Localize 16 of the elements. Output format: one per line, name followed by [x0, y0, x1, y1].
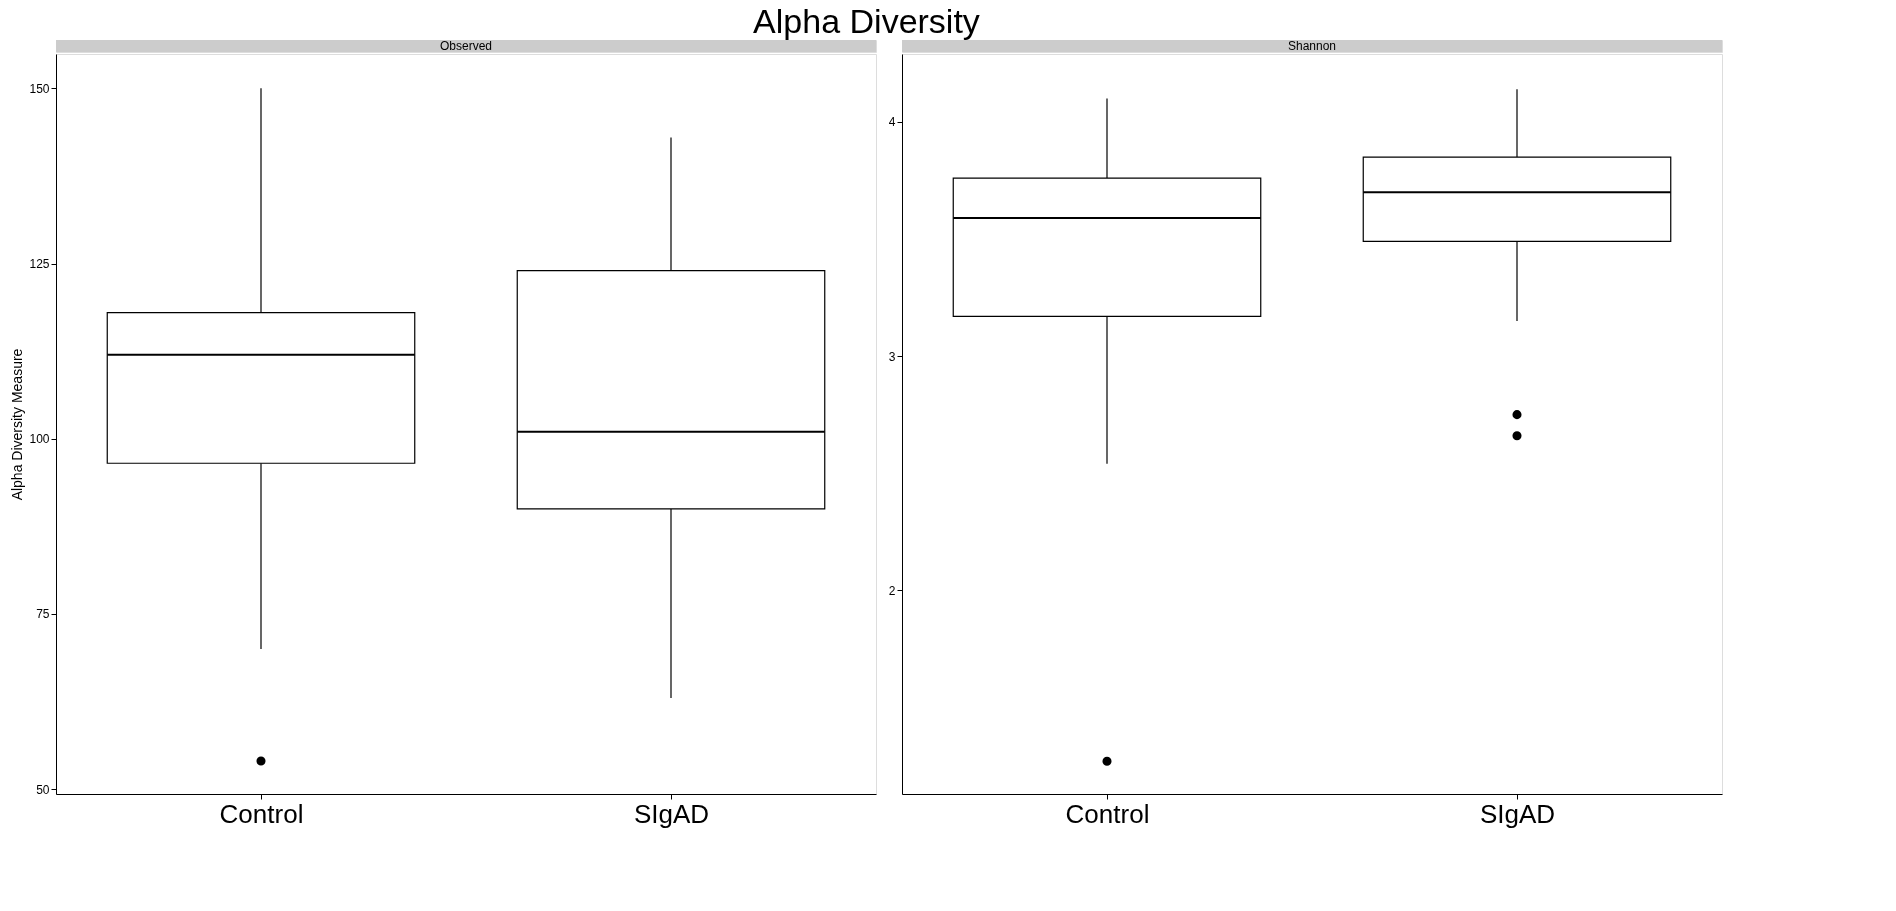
y-tick-label: 150	[29, 81, 50, 96]
x-tick-label: SIgAD	[1479, 798, 1556, 829]
chart-title: Alpha Diversity	[753, 1, 980, 40]
x-tick-label: Control	[1065, 798, 1150, 829]
y-tick-label: 100	[29, 432, 50, 447]
chart-subtitle: Observed	[439, 39, 493, 53]
y-tick-label: 50	[36, 782, 50, 797]
x-tick-label: Control	[219, 798, 304, 829]
y-tick-label: 75	[36, 607, 50, 622]
chart-subtitle: Shannon	[1287, 39, 1337, 53]
y-tick-label: 3	[888, 349, 896, 364]
y-axis-title: Alpha Diversity Measure	[9, 348, 26, 501]
x-tick-label: SIgAD	[633, 798, 710, 829]
y-tick-label: 125	[29, 257, 50, 272]
y-tick-label: 2	[888, 583, 896, 598]
y-tick-label: 4	[888, 115, 896, 130]
